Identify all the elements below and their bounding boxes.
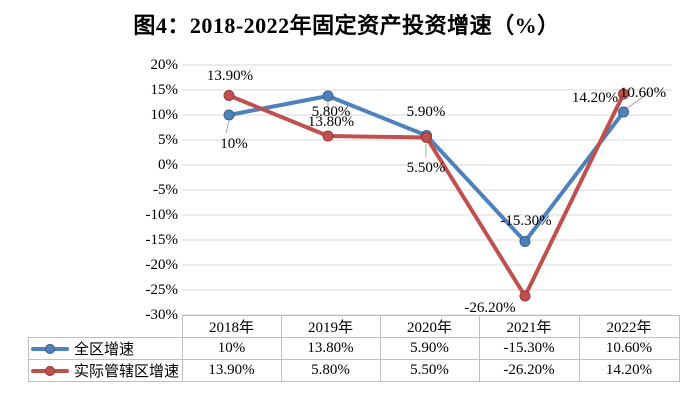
table-header-year: 2019年 xyxy=(280,315,381,338)
y-axis-tick-label: -15% xyxy=(145,232,179,248)
legend-series-name: 实际管辖区增速 xyxy=(74,364,180,380)
y-axis-tick-label: -10% xyxy=(145,207,179,223)
label-leader-line xyxy=(225,120,230,134)
table-corner-cell xyxy=(28,315,183,338)
legend-dot-marker-icon xyxy=(45,343,55,354)
legend-line-marker-icon xyxy=(31,365,69,376)
series-marker-blue xyxy=(322,90,334,102)
y-axis-tick-label: -20% xyxy=(145,257,179,273)
table-cell-value: 13.80% xyxy=(280,337,381,360)
series-marker-blue xyxy=(519,236,531,247)
series-marker-blue xyxy=(223,109,235,121)
data-label-blue: 10.60% xyxy=(619,85,667,101)
legend-dot-marker-icon xyxy=(45,365,55,376)
data-label-blue: 10% xyxy=(220,136,248,152)
legend-series-name: 全区增速 xyxy=(74,342,135,358)
data-label-red: 13.90% xyxy=(206,68,254,84)
data-label-blue: 5.90% xyxy=(406,104,446,120)
table-cell-value: 14.20% xyxy=(578,359,680,382)
y-axis-tick-label: -25% xyxy=(145,282,179,298)
data-label-red: -26.20% xyxy=(464,300,516,316)
y-axis-tick-label: 20% xyxy=(150,57,179,73)
legend-key: 实际管辖区增速 xyxy=(29,360,182,381)
table-cell-value: -15.30% xyxy=(478,337,580,360)
table-header-year: 2018年 xyxy=(181,315,282,338)
data-table: 2018年 2019年 2020年 2021年 2022年全区增速 10% 13.80% 5.… xyxy=(28,315,680,382)
table-header-year: 2020年 xyxy=(379,315,480,338)
table-cell-value: 5.50% xyxy=(379,359,480,382)
series-marker-red xyxy=(519,290,531,302)
data-label-red: 5.80% xyxy=(311,104,351,120)
label-leader-line xyxy=(625,91,651,110)
table-cell-value: 5.80% xyxy=(280,359,381,382)
series-marker-blue xyxy=(618,106,629,118)
table-cell-value: -26.20% xyxy=(478,359,580,382)
series-marker-red xyxy=(223,90,235,101)
y-axis-tick-label: 5% xyxy=(158,132,178,148)
data-label-red: 5.50% xyxy=(406,160,446,176)
y-axis-tick-label: 10% xyxy=(150,107,179,123)
table-series-row: 实际管辖区增速 13.90% 5.80% 5.50% -26.20% 14.20% xyxy=(28,359,680,382)
series-marker-red xyxy=(618,88,629,100)
table-cell-value: 10.60% xyxy=(578,337,680,360)
table-cell-value: 10% xyxy=(181,337,282,360)
legend-item: 实际管辖区增速 xyxy=(28,359,183,382)
table-cell-value: 5.90% xyxy=(379,337,480,360)
legend-key: 全区增速 xyxy=(29,338,182,359)
table-header-year: 2021年 xyxy=(478,315,580,338)
data-label-red: 14.20% xyxy=(571,90,619,106)
legend-line-marker-icon xyxy=(31,343,69,354)
table-series-row: 全区增速 10% 13.80% 5.90% -15.30% 10.60% xyxy=(28,337,680,360)
y-axis-tick-label: 15% xyxy=(150,82,179,98)
y-axis-tick-label: 0% xyxy=(158,157,178,173)
y-axis-tick-label: -5% xyxy=(153,182,178,198)
table-header-year: 2022年 xyxy=(578,315,680,338)
table-cell-value: 13.90% xyxy=(181,359,282,382)
legend-item: 全区增速 xyxy=(28,337,183,360)
series-marker-red xyxy=(421,132,432,143)
data-label-blue: -15.30% xyxy=(500,213,552,229)
table-header-row: 2018年 2019年 2020年 2021年 2022年 xyxy=(28,315,680,338)
chart-title: 图4：2018-2022年固定资产投资增速（%） xyxy=(133,13,560,38)
data-label-blue: 13.80% xyxy=(307,114,355,130)
series-marker-red xyxy=(322,130,334,142)
